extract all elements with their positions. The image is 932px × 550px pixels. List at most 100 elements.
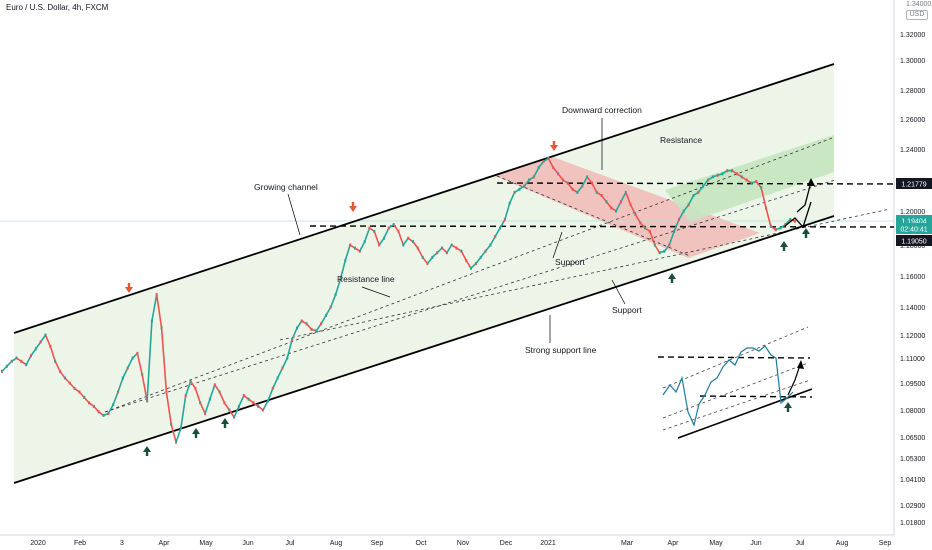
channel-upper-line — [13, 63, 835, 334]
up-arrow-stem — [223, 424, 227, 428]
down-arrow-stem — [351, 202, 355, 206]
correction-zone-fill — [495, 157, 760, 258]
price-segment — [233, 406, 240, 418]
up-arrow-stem — [145, 452, 149, 456]
price-label-box — [896, 235, 932, 246]
up-arrow-icon — [221, 418, 229, 424]
price-label-box — [896, 215, 932, 226]
down-arrow-stem — [552, 141, 556, 145]
price-segment — [112, 391, 119, 405]
price-segment — [417, 247, 424, 258]
price-segment — [209, 384, 216, 400]
up-arrow-icon — [668, 273, 676, 279]
time-tick-label: Jul — [286, 540, 295, 547]
price-candle — [126, 366, 129, 370]
price-segment — [49, 346, 56, 362]
up-arrow-stem — [786, 408, 790, 412]
inset-upper-dashed — [662, 326, 809, 389]
price-segment — [136, 353, 143, 375]
currency-label: USD — [906, 10, 928, 20]
inset-lower-dashed — [662, 379, 811, 431]
projection-arrowhead — [807, 178, 815, 186]
price-tick-label: 1.01800 — [900, 520, 925, 527]
down-arrow-icon — [550, 145, 558, 151]
price-segment — [175, 427, 182, 443]
price-segment — [180, 395, 187, 429]
annotation-leader-line — [611, 279, 626, 305]
price-tick-label: 1.09500 — [900, 381, 925, 388]
inset-projection-arrow — [787, 364, 801, 396]
time-tick-label: May — [199, 540, 213, 547]
price-segment — [460, 250, 467, 261]
price-segment — [339, 260, 347, 280]
time-tick-label: Aug — [330, 540, 343, 547]
time-tick-label: Mar — [621, 540, 634, 547]
price-segment — [160, 327, 168, 393]
price-candle — [794, 219, 796, 223]
price-segment — [504, 202, 511, 220]
time-tick-label: Jun — [750, 540, 761, 547]
price-segment — [267, 388, 274, 402]
price-segment — [122, 367, 129, 379]
price-label-box — [896, 223, 932, 234]
inset-channel-line — [677, 388, 813, 439]
up-arrow-icon — [780, 241, 788, 247]
up-arrow-icon — [192, 428, 200, 434]
annotation-label: Support — [612, 305, 642, 315]
price-tick-label: 1.02900 — [900, 503, 925, 510]
annotation-label: Resistance line — [337, 274, 395, 284]
price-tick-label: 1.28000 — [900, 88, 925, 95]
price-segment — [397, 231, 405, 246]
price-tick-label: 1.04100 — [900, 477, 925, 484]
time-tick-label: 2021 — [540, 540, 556, 547]
price-tick-label: 1.26000 — [900, 117, 925, 124]
price-segment — [141, 374, 148, 402]
currency-badge: 1.34000 USD — [906, 1, 931, 20]
price-segment — [165, 391, 172, 425]
projection-arrow — [796, 181, 812, 213]
price-segment — [383, 227, 390, 239]
price-tick-label: 1.05300 — [900, 456, 925, 463]
annotation-label: Resistance — [660, 135, 702, 145]
up-arrow-icon — [143, 446, 151, 452]
time-tick-label: Apr — [668, 540, 680, 547]
time-tick-label: Feb — [74, 540, 86, 547]
price-label-text: 1.21779 — [901, 182, 926, 189]
time-tick-label: Aug — [836, 540, 849, 547]
annotation-label: Growing channel — [254, 182, 318, 192]
price-segment — [151, 294, 158, 322]
price-segment — [673, 219, 680, 232]
inset-arrowhead — [797, 360, 804, 369]
price-segment — [146, 320, 153, 402]
price-segment — [363, 227, 371, 242]
chart-title: Euro / U.S. Dollar, 4h, FXCM — [6, 3, 109, 12]
down-arrow-stem — [127, 283, 131, 287]
price-tick-label: 1.11000 — [900, 356, 925, 363]
resistance-zone-fill — [665, 135, 834, 222]
price-segment — [276, 367, 284, 379]
price-segment — [204, 398, 211, 414]
resistance-dashed-line — [104, 179, 836, 413]
price-segment — [687, 195, 695, 206]
up-arrow-icon — [802, 228, 810, 234]
up-arrow-stem — [782, 247, 786, 251]
time-tick-label: May — [709, 540, 723, 547]
price-segment — [668, 231, 675, 246]
inner-upper-dashed-line — [104, 136, 836, 413]
annotation-label: Downward correction — [562, 105, 642, 115]
price-tick-label: 1.18000 — [900, 243, 925, 250]
price-segment — [373, 231, 380, 246]
annotation-leader-line — [552, 231, 563, 259]
price-tick-label: 1.14000 — [900, 305, 925, 312]
up-arrow-stem — [804, 234, 808, 238]
time-tick-label: Oct — [416, 540, 427, 547]
time-tick-label: Sep — [879, 540, 892, 547]
price-segment — [218, 391, 226, 404]
time-tick-label: Sep — [371, 540, 384, 547]
price-tick-label: 1.06500 — [900, 435, 925, 442]
price-label-text: 02:40:41 — [900, 227, 927, 234]
time-tick-label: 2020 — [30, 540, 46, 547]
price-segment — [334, 278, 342, 295]
